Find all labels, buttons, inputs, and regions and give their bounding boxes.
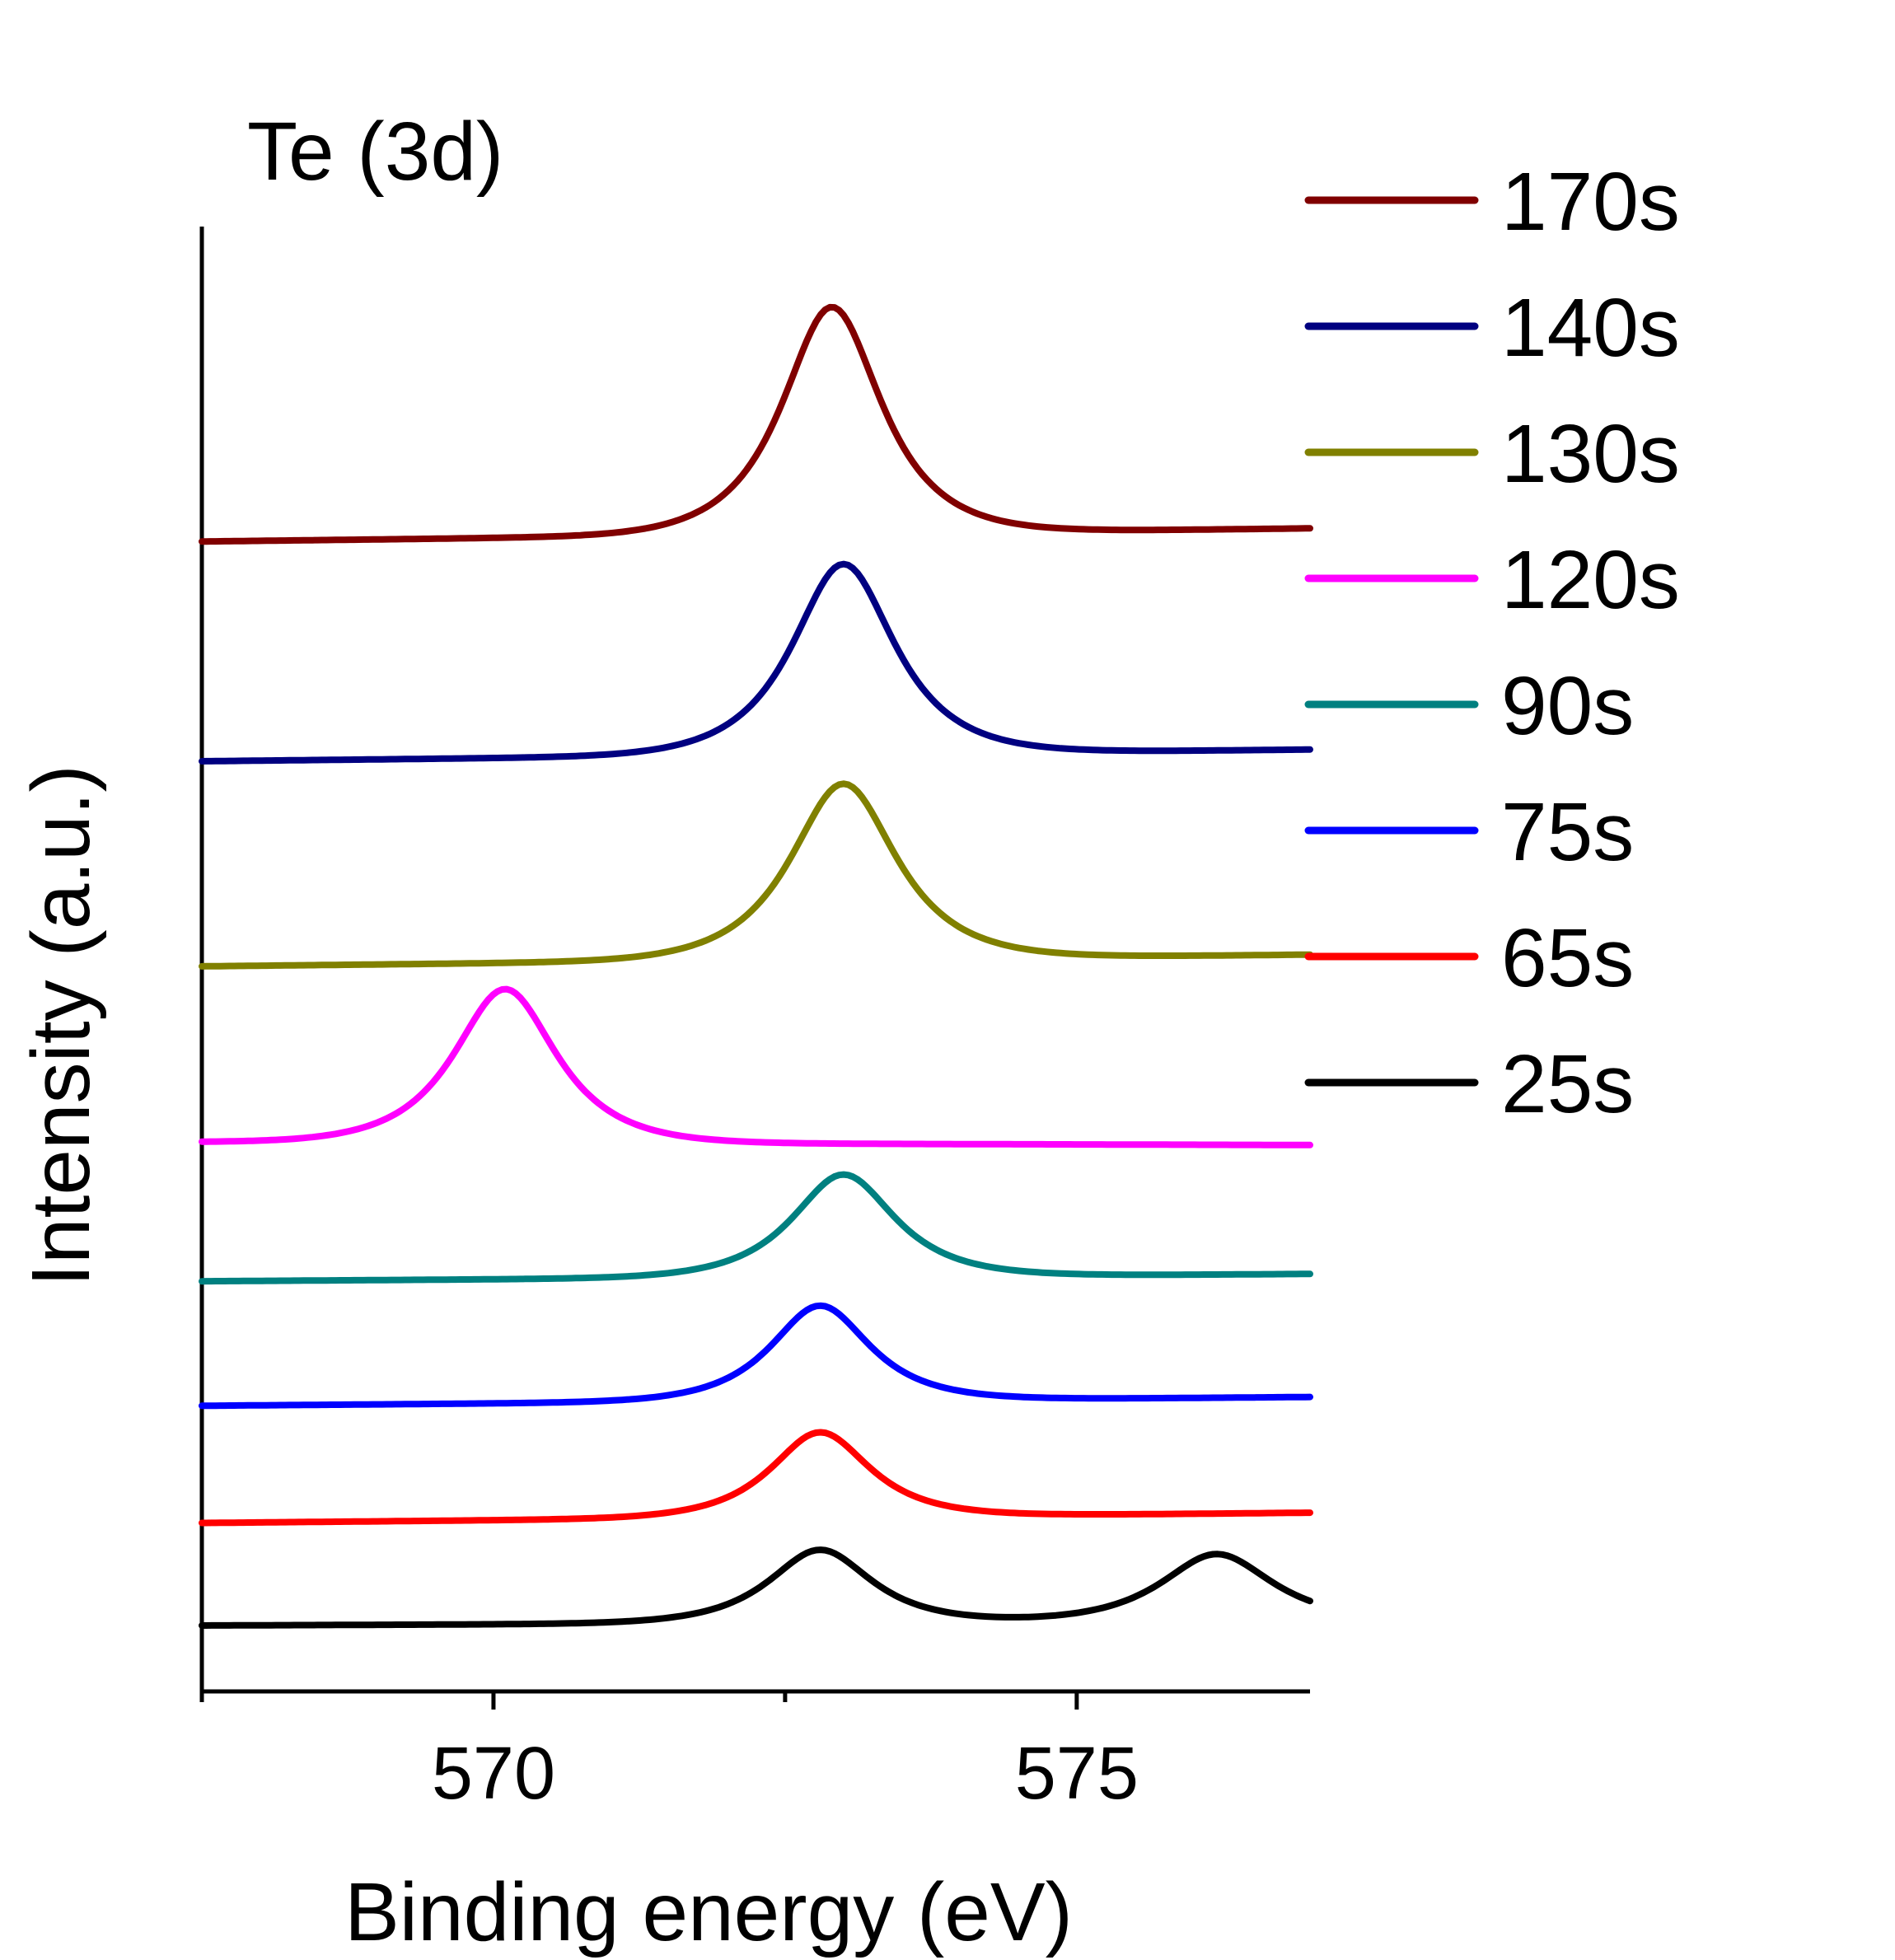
legend-label-25s: 25s <box>1501 1038 1634 1130</box>
legend-label-140s: 140s <box>1501 282 1680 374</box>
legend-label-75s: 75s <box>1501 786 1634 878</box>
y-axis-label: Intensity (a.u.) <box>15 765 107 1287</box>
legend-label-90s: 90s <box>1501 660 1634 752</box>
legend-label-65s: 65s <box>1501 912 1634 1004</box>
series-line-65s <box>199 1429 1313 1527</box>
series-line-130s <box>199 780 1313 970</box>
series-lines <box>199 303 1313 1629</box>
x-axis-ticks: 570 575 <box>199 1691 1139 1815</box>
series-line-25s <box>199 1546 1313 1629</box>
series-line-120s <box>199 985 1313 1148</box>
legend-label-120s: 120s <box>1501 534 1680 626</box>
x-tick-label-575: 575 <box>1015 1733 1139 1815</box>
legend: 170s 140s 130s 120s 90s 75s 65s 25s <box>1304 156 1680 1130</box>
series-line-90s <box>199 1171 1313 1285</box>
series-line-75s <box>199 1302 1313 1410</box>
legend-label-170s: 170s <box>1501 156 1680 248</box>
x-axis-label: Binding energy (eV) <box>344 1866 1073 1958</box>
legend-label-130s: 130s <box>1501 408 1680 500</box>
series-line-170s <box>199 303 1313 545</box>
series-line-140s <box>199 560 1313 765</box>
x-tick-label-570: 570 <box>432 1733 555 1815</box>
chart-title: Te (3d) <box>247 105 503 198</box>
